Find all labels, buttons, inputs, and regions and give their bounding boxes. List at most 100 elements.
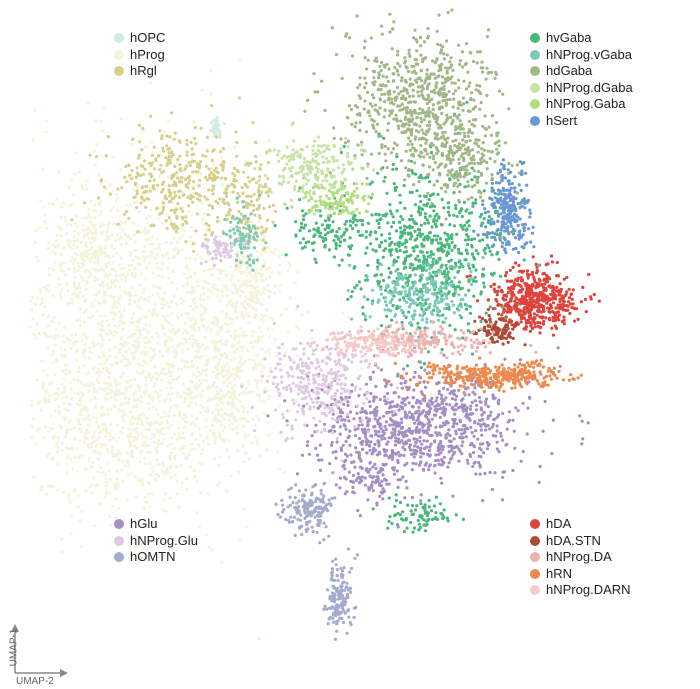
data-point [160, 324, 165, 328]
data-point [242, 406, 246, 410]
data-point [91, 314, 95, 318]
data-point [364, 318, 368, 322]
data-point [95, 293, 99, 297]
data-point [443, 80, 447, 84]
data-point [80, 265, 84, 269]
data-point [42, 436, 46, 440]
data-point [92, 149, 96, 153]
data-point [202, 305, 206, 310]
data-point [253, 246, 257, 250]
data-point [170, 241, 174, 245]
data-point [380, 292, 384, 296]
data-point [168, 135, 172, 139]
data-point [334, 53, 338, 57]
data-point [268, 316, 272, 320]
data-point [89, 256, 93, 260]
data-point [156, 391, 160, 395]
data-point [398, 240, 402, 245]
data-point [153, 247, 157, 251]
data-point [185, 142, 189, 147]
data-point [181, 331, 185, 335]
data-point [131, 312, 135, 316]
data-point [190, 442, 194, 446]
data-point [223, 412, 227, 416]
data-point [211, 149, 215, 153]
data-point [402, 250, 406, 254]
data-point [229, 372, 233, 376]
data-point [405, 526, 409, 530]
data-point [408, 274, 412, 279]
data-point [403, 289, 407, 293]
data-point [193, 125, 197, 130]
data-point [30, 308, 34, 312]
data-point [242, 256, 247, 260]
data-point [224, 187, 228, 191]
data-point [255, 439, 259, 443]
data-point [472, 98, 476, 102]
data-point [296, 270, 300, 274]
data-point [422, 362, 426, 366]
data-point [206, 326, 210, 330]
data-point [116, 483, 120, 487]
data-point [258, 175, 262, 179]
data-point [156, 395, 160, 399]
data-point [269, 366, 273, 370]
data-point [57, 404, 61, 409]
data-point [424, 132, 428, 136]
data-point [160, 297, 164, 301]
data-point [114, 192, 118, 196]
data-point [35, 321, 39, 326]
data-point [229, 225, 233, 229]
data-point [248, 390, 252, 394]
data-point [177, 192, 181, 196]
data-point [202, 298, 206, 302]
data-point [419, 53, 423, 57]
data-point [87, 315, 91, 320]
data-point [350, 290, 354, 294]
data-point [235, 216, 239, 220]
data-point [400, 320, 404, 325]
data-point [203, 187, 207, 191]
data-point [38, 291, 43, 295]
data-point [402, 298, 406, 302]
data-point [430, 97, 434, 101]
data-point [239, 285, 243, 289]
data-point [426, 281, 430, 285]
data-point [455, 214, 459, 219]
data-point [138, 283, 142, 288]
data-point [185, 360, 189, 364]
data-point [240, 301, 244, 305]
data-point [465, 252, 470, 256]
data-point [132, 221, 136, 225]
data-point [59, 216, 63, 220]
data-point [53, 359, 57, 363]
data-point [294, 233, 298, 237]
data-point [446, 136, 450, 140]
data-point [256, 226, 260, 230]
data-point [104, 473, 108, 477]
data-point [457, 285, 461, 289]
data-point [105, 480, 109, 484]
data-point [185, 150, 189, 154]
data-point [421, 505, 425, 509]
data-point [221, 342, 225, 347]
data-point [474, 88, 478, 92]
data-point [256, 335, 260, 339]
data-point [429, 151, 433, 155]
data-point [470, 277, 474, 281]
data-point [148, 421, 152, 425]
data-point [407, 94, 412, 98]
data-point [257, 289, 261, 293]
data-point [151, 395, 155, 399]
data-point [393, 504, 397, 508]
data-point [250, 177, 255, 182]
data-point [437, 301, 441, 305]
data-point [488, 305, 492, 309]
data-point [439, 292, 443, 296]
data-point [225, 362, 230, 366]
data-point [467, 288, 471, 292]
data-point [137, 123, 141, 127]
data-point [203, 310, 207, 314]
data-point [72, 239, 77, 243]
data-point [83, 216, 87, 220]
